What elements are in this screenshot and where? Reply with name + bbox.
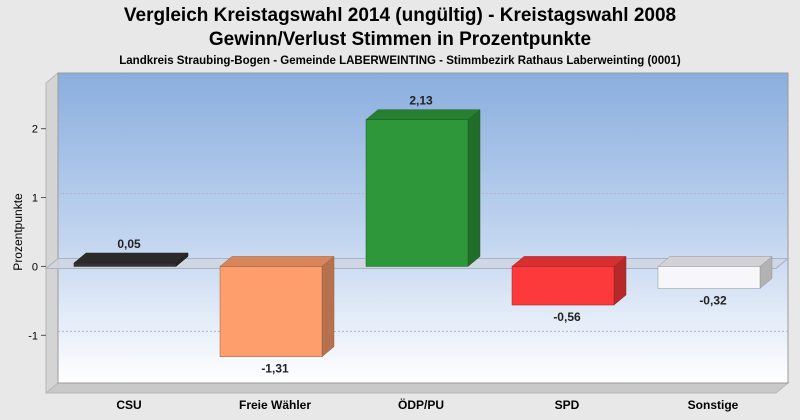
- y-tick-label: 2: [32, 124, 38, 136]
- bar--dp-pu: [365, 119, 469, 267]
- x-tick-label: ÖDP/PU: [398, 397, 444, 412]
- bar-value-label: 2,13: [409, 94, 433, 108]
- bar-top: [219, 256, 335, 267]
- bar-sonstige: [657, 266, 761, 289]
- bar-value-label: -1,31: [261, 362, 289, 376]
- bar-value-label: 0,05: [117, 237, 141, 251]
- y-tick-label: 1: [32, 193, 38, 205]
- y-axis-label: Prozentpunkte: [11, 193, 25, 271]
- chart-subtitle: Gewinn/Verlust Stimmen in Prozentpunkte: [208, 29, 592, 50]
- bar-value-label: -0,32: [699, 293, 727, 307]
- bar-top: [73, 252, 189, 264]
- bar-value-label: -0,56: [553, 310, 581, 324]
- bar-top: [511, 256, 627, 267]
- plot-floor: [44, 382, 790, 394]
- bar-spd: [511, 266, 615, 306]
- bar-side: [321, 255, 335, 358]
- x-tick-label: CSU: [116, 398, 141, 412]
- x-tick-label: Sonstige: [688, 398, 739, 412]
- plot-left-wall: [45, 71, 59, 395]
- bar-top: [365, 109, 481, 120]
- x-tick-label: SPD: [555, 398, 580, 412]
- chart-title: Vergleich Kreistagswahl 2014 (ungültig) …: [123, 5, 677, 26]
- bar-top: [657, 256, 773, 267]
- bar-csu: [73, 262, 177, 267]
- y-tick-label: -1: [28, 330, 38, 342]
- bar-side: [467, 109, 481, 267]
- chart-caption: Landkreis Straubing-Bogen - Gemeinde LAB…: [119, 55, 681, 67]
- x-tick-label: Freie Wähler: [239, 398, 311, 412]
- y-tick-label: 0: [32, 261, 38, 273]
- bar-freie-w-hler: [219, 266, 323, 357]
